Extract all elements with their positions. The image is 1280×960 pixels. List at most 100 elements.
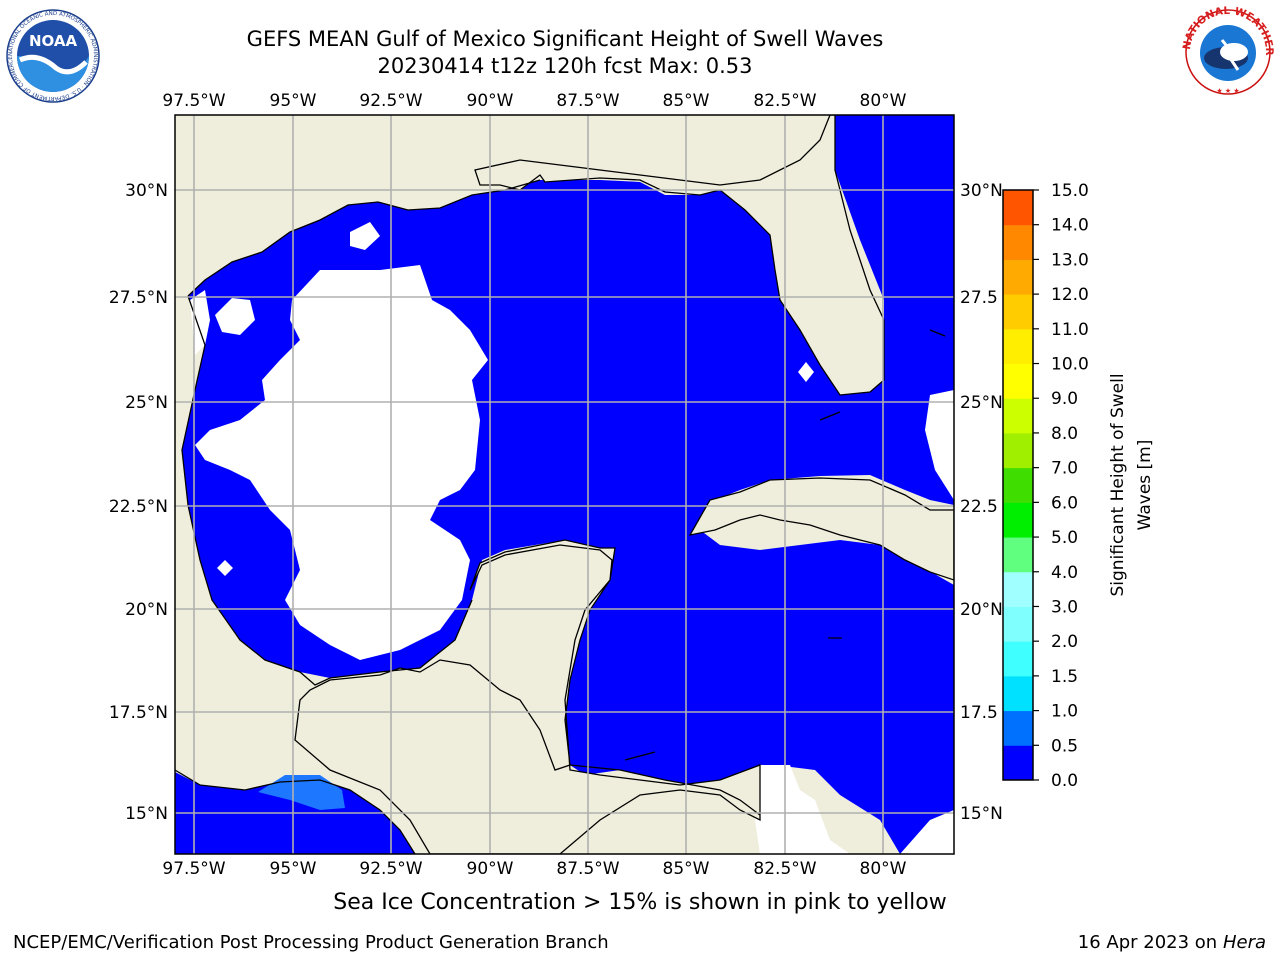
lat-tick-label: 22.5°N	[109, 497, 168, 517]
lon-tick-label: 82.5°W	[753, 91, 816, 111]
colorbar-tick-label: 15.0	[1051, 181, 1089, 201]
colorbar-tick-label: 4.0	[1051, 563, 1078, 583]
lon-tick-label: 80°W	[860, 859, 907, 879]
footer-credit: NCEP/EMC/Verification Post Processing Pr…	[13, 932, 609, 953]
colorbar-segment	[1003, 224, 1033, 260]
colorbar-frame	[1002, 189, 1034, 781]
lat-tick-label: 27.5°N	[109, 288, 168, 308]
colorbar-segment	[1003, 606, 1033, 642]
no-data-patch-7	[217, 560, 233, 576]
graticule	[175, 115, 954, 854]
lon-tick-label: 90°W	[467, 91, 514, 111]
footer-date: 16 Apr 2023 on Hera	[1078, 932, 1266, 953]
colorbar-tick-label: 6.0	[1051, 493, 1078, 513]
colorbar-tick-label: 3.0	[1051, 597, 1078, 617]
lat-labels-left: 30°N 27.5°N 25°N 22.5°N 20°N 17.5°N 15°N	[109, 181, 168, 824]
colorbar-segment	[1003, 398, 1033, 434]
chart-subtitle: 20230414 t12z 120h fcst Max: 0.53	[377, 54, 753, 78]
colorbar-tick-label: 11.0	[1051, 320, 1089, 340]
colorbar-tick-label: 14.0	[1051, 216, 1089, 236]
colorbar-tick-label: 10.0	[1051, 355, 1089, 375]
colorbar-segment	[1003, 328, 1033, 365]
mexico-gulf-coast	[187, 179, 541, 297]
map-area	[175, 115, 954, 854]
colorbar-segment	[1003, 710, 1033, 746]
lon-tick-label: 85°W	[663, 91, 710, 111]
lat-tick-label: 15°N	[125, 804, 168, 824]
lat-tick-label: 30°N	[125, 181, 168, 201]
no-data-patch-2	[190, 290, 210, 355]
honduras-coast	[569, 764, 761, 816]
lat-tick-label: 20°N	[960, 600, 1003, 620]
colorbar: 0.0 0.5 1.0 1.5 2.0 3.0 4.0 5.0 6.0 7.0 8.0 9.0 10.0…	[1002, 181, 1089, 791]
florida-land	[474, 115, 885, 396]
svg-text:NOAA: NOAA	[29, 32, 78, 50]
colorbar-tick-label: 7.0	[1051, 459, 1078, 479]
lon-tick-label: 95°W	[270, 859, 317, 879]
map-frame	[174, 114, 955, 855]
colorbar-segment	[1003, 537, 1033, 573]
chart-title: GEFS MEAN Gulf of Mexico Significant Hei…	[246, 27, 884, 51]
footer-date-text: 16 Apr 2023 on	[1077, 932, 1223, 953]
lon-tick-label: 95°W	[270, 91, 317, 111]
colorbar-tick-label: 5.0	[1051, 528, 1078, 548]
colorbar-segment	[1003, 259, 1033, 295]
colorbar-tick-label: 12.0	[1051, 285, 1089, 305]
bahamas	[624, 329, 946, 761]
colorbar-segment	[1003, 745, 1033, 781]
caribbean-white-patch	[755, 765, 850, 854]
colorbar-label-line2: Waves [m]	[1135, 440, 1155, 531]
central-america-coast	[175, 769, 416, 854]
colorbar-tick-label: 13.0	[1051, 250, 1089, 270]
lat-tick-label: 15°N	[960, 804, 1003, 824]
colorbar-tick-label: 9.0	[1051, 389, 1078, 409]
lon-tick-label: 85°W	[663, 859, 710, 879]
lon-tick-label: 90°W	[467, 859, 514, 879]
colorbar-segment	[1003, 641, 1033, 677]
colorbar-segment	[1003, 363, 1033, 399]
footer-host: Hera	[1222, 932, 1266, 953]
lon-labels-top: 97.5°W 95°W 92.5°W 90°W 87.5°W 85°W 82.5°W 80°W	[162, 91, 906, 111]
colorbar-segment	[1003, 432, 1033, 469]
colorbar-segment	[1003, 571, 1033, 607]
lat-tick-label: 20°N	[125, 600, 168, 620]
colorbar-tick-label: 0.0	[1051, 771, 1078, 791]
lat-tick-label: 27.5	[960, 288, 998, 308]
colorbar-segment	[1003, 502, 1033, 538]
sea-ice-note-text: Sea Ice Concentration > 15% is shown in …	[333, 890, 947, 915]
colorbar-tick-label: 1.5	[1051, 667, 1078, 687]
colorbar-tick-label: 1.0	[1051, 702, 1078, 722]
svg-text:★ ★ ★: ★ ★ ★	[1216, 87, 1239, 95]
lon-labels-bottom: 97.5°W 95°W 92.5°W 90°W 87.5°W 85°W 82.5°W 80°W	[162, 859, 906, 879]
noaa-logo: NOAA NATIONAL OCEANIC AND ATMOSPHERIC AD…	[6, 9, 100, 103]
colorbar-tick-label: 8.0	[1051, 424, 1078, 444]
colorbar-tick-label: 0.5	[1051, 736, 1078, 756]
colorbar-segment	[1003, 675, 1033, 712]
lat-tick-label: 17.5°N	[109, 703, 168, 723]
sea-ice-note: Sea Ice Concentration > 15% is shown in …	[0, 890, 1280, 915]
colorbar-label-line1: Significant Height of Swell	[1108, 373, 1128, 596]
lon-tick-label: 92.5°W	[359, 91, 422, 111]
colorbar-segment	[1003, 294, 1033, 330]
no-data-patch-1	[195, 265, 488, 660]
lon-tick-label: 97.5°W	[162, 91, 225, 111]
lon-tick-label: 87.5°W	[556, 91, 619, 111]
mexico-west-coast	[181, 295, 473, 686]
caribbean-white-patch-2	[900, 810, 954, 854]
lon-tick-label: 82.5°W	[753, 859, 816, 879]
no-data-patch-3	[215, 298, 255, 335]
cuba-land	[688, 477, 954, 581]
lon-tick-label: 92.5°W	[359, 859, 422, 879]
lat-tick-label: 25°N	[125, 393, 168, 413]
no-data-patch-5	[925, 390, 954, 500]
no-data-patch-6	[798, 362, 814, 382]
lon-tick-label: 87.5°W	[556, 859, 619, 879]
no-data-patch-4	[350, 222, 380, 250]
colorbar-segment	[1003, 190, 1033, 226]
colorbar-tick-label: 2.0	[1051, 632, 1078, 652]
pacific-swell-light	[258, 775, 345, 810]
lat-labels-right: 30°N 27.5 25°N 22.5 20°N 17.5 15°N	[960, 181, 1003, 824]
lon-tick-label: 80°W	[860, 91, 907, 111]
nws-logo: NATIONAL WEATHER SERVICE ★ ★ ★	[1178, 0, 1275, 95]
